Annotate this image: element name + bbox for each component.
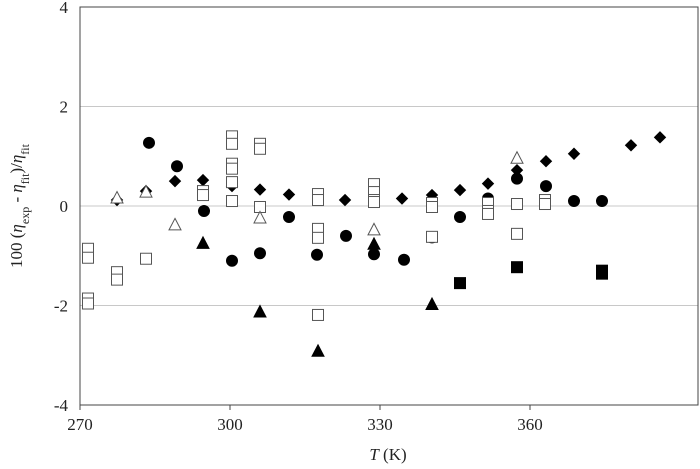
point bbox=[568, 195, 580, 208]
point bbox=[596, 195, 608, 208]
label-part: fit bbox=[18, 173, 32, 184]
point bbox=[368, 248, 380, 261]
y-tick-label: 0 bbox=[60, 197, 69, 216]
y-tick-label: 2 bbox=[60, 98, 69, 117]
point bbox=[312, 231, 324, 244]
point bbox=[511, 172, 523, 185]
point bbox=[226, 162, 238, 175]
point bbox=[197, 189, 209, 202]
point bbox=[454, 277, 466, 290]
point bbox=[110, 190, 124, 204]
point bbox=[226, 176, 238, 189]
point bbox=[254, 142, 266, 155]
point bbox=[540, 180, 552, 193]
point bbox=[253, 210, 267, 224]
point bbox=[425, 296, 439, 311]
point bbox=[283, 210, 295, 223]
point bbox=[311, 343, 325, 357]
point bbox=[454, 210, 466, 223]
point bbox=[398, 253, 410, 266]
label-part: fit bbox=[18, 143, 32, 154]
point bbox=[168, 217, 182, 231]
point bbox=[367, 236, 381, 250]
label-part: η bbox=[7, 184, 26, 192]
point bbox=[253, 183, 267, 196]
point bbox=[539, 198, 551, 211]
point bbox=[368, 196, 380, 209]
point bbox=[511, 227, 523, 240]
point bbox=[481, 177, 495, 190]
point bbox=[367, 222, 381, 236]
label-part: 100 ( bbox=[7, 232, 26, 268]
point bbox=[198, 204, 210, 217]
x-axis-label: T (K) bbox=[369, 445, 406, 464]
point bbox=[624, 139, 638, 152]
y-tick-label: 4 bbox=[60, 0, 69, 17]
label-part: η bbox=[7, 155, 26, 163]
point bbox=[253, 304, 267, 318]
point bbox=[511, 198, 523, 211]
point bbox=[140, 252, 152, 265]
y-axis-label: 100 (ηexp - ηfit)/ηfit bbox=[7, 143, 32, 268]
label-part: T bbox=[369, 445, 380, 464]
point bbox=[171, 160, 183, 173]
point bbox=[340, 229, 352, 242]
point bbox=[482, 207, 494, 220]
point bbox=[653, 131, 667, 144]
point bbox=[453, 183, 467, 197]
point bbox=[226, 195, 238, 208]
label-part: - bbox=[7, 193, 26, 207]
point bbox=[82, 297, 94, 310]
point bbox=[226, 137, 238, 150]
x-tick-label: 330 bbox=[367, 415, 393, 434]
point bbox=[511, 261, 523, 274]
point bbox=[539, 155, 553, 168]
y-tick-label: -2 bbox=[54, 297, 68, 316]
point bbox=[168, 174, 182, 188]
label-part: η bbox=[7, 224, 26, 232]
point bbox=[311, 248, 323, 261]
y-tick-label: -4 bbox=[54, 396, 69, 415]
point bbox=[596, 267, 608, 280]
point bbox=[196, 173, 210, 187]
point bbox=[426, 200, 438, 213]
x-tick-label: 270 bbox=[67, 415, 93, 434]
x-tick-label: 360 bbox=[517, 415, 543, 434]
x-tick-label: 300 bbox=[217, 415, 243, 434]
point bbox=[139, 184, 153, 198]
point bbox=[143, 136, 155, 149]
label-part: exp bbox=[18, 207, 32, 224]
point bbox=[111, 273, 123, 286]
plot-frame bbox=[79, 6, 699, 406]
point bbox=[338, 193, 352, 207]
point bbox=[312, 194, 324, 207]
label-part: (K) bbox=[379, 445, 407, 464]
point bbox=[196, 235, 210, 249]
point bbox=[226, 254, 238, 267]
point bbox=[82, 251, 94, 264]
label-part: )/ bbox=[7, 163, 26, 174]
point bbox=[254, 247, 266, 260]
point bbox=[510, 150, 524, 164]
point bbox=[282, 188, 296, 201]
point bbox=[567, 147, 581, 160]
point bbox=[395, 192, 409, 205]
point bbox=[426, 230, 438, 243]
point bbox=[312, 308, 324, 321]
